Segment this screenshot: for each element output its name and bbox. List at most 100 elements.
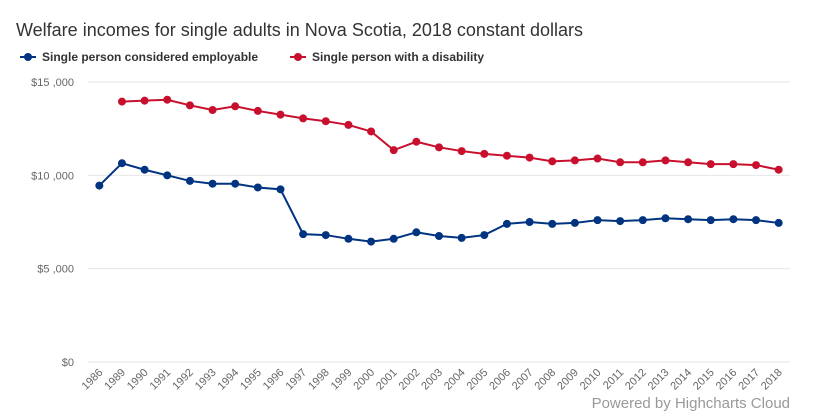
y-tick-label: $15 ,000 xyxy=(31,77,74,89)
data-point[interactable] xyxy=(185,176,194,185)
x-tick-label: 1990 xyxy=(125,367,151,393)
data-point[interactable] xyxy=(367,237,376,246)
data-point[interactable] xyxy=(502,151,511,160)
data-point[interactable] xyxy=(638,158,647,167)
chart-title: Welfare incomes for single adults in Nov… xyxy=(16,20,583,40)
data-point[interactable] xyxy=(140,165,149,174)
y-tick-label: $0 xyxy=(62,357,74,369)
y-tick-label: $10 ,000 xyxy=(31,170,74,182)
data-point[interactable] xyxy=(570,218,579,227)
data-point[interactable] xyxy=(117,97,126,106)
x-tick-label: 1996 xyxy=(261,367,287,393)
data-point[interactable] xyxy=(299,114,308,123)
x-tick-label: 1999 xyxy=(329,367,355,393)
x-axis: 1986198919901991199219931994199519961997… xyxy=(80,367,785,393)
x-tick-label: 1989 xyxy=(102,367,128,393)
data-point[interactable] xyxy=(729,215,738,224)
x-tick-label: 2000 xyxy=(351,367,377,393)
data-point[interactable] xyxy=(344,234,353,243)
data-point[interactable] xyxy=(389,234,398,243)
x-tick-label: 2012 xyxy=(623,367,649,393)
data-point[interactable] xyxy=(525,218,534,226)
data-point[interactable] xyxy=(752,216,761,225)
data-point[interactable] xyxy=(774,218,783,227)
data-point[interactable] xyxy=(231,102,240,111)
data-point[interactable] xyxy=(117,159,126,168)
data-point[interactable] xyxy=(661,214,670,223)
data-point[interactable] xyxy=(231,179,240,188)
x-tick-label: 1993 xyxy=(193,367,219,393)
data-point[interactable] xyxy=(344,120,353,129)
data-point[interactable] xyxy=(593,216,602,225)
series-group xyxy=(95,95,783,246)
data-point[interactable] xyxy=(480,149,489,158)
x-tick-label: 1997 xyxy=(283,367,309,393)
data-point[interactable] xyxy=(412,228,421,237)
data-point[interactable] xyxy=(548,157,557,166)
data-point[interactable] xyxy=(253,183,262,192)
data-point[interactable] xyxy=(684,215,693,224)
data-point[interactable] xyxy=(616,158,625,167)
legend-label: Single person with a disability xyxy=(312,50,484,64)
y-axis: $0 $5 ,000 $10 ,000 $15 ,000 xyxy=(31,77,74,369)
data-point[interactable] xyxy=(321,117,330,126)
data-point[interactable] xyxy=(661,156,670,165)
data-point[interactable] xyxy=(752,161,761,170)
x-tick-label: 2016 xyxy=(714,367,740,393)
series-line[interactable] xyxy=(121,98,779,171)
data-point[interactable] xyxy=(638,216,647,225)
data-point[interactable] xyxy=(525,153,534,162)
data-point[interactable] xyxy=(435,143,443,152)
data-point[interactable] xyxy=(321,231,330,240)
data-point[interactable] xyxy=(276,110,285,119)
data-point[interactable] xyxy=(706,160,715,169)
data-point[interactable] xyxy=(457,233,466,242)
data-point[interactable] xyxy=(412,137,421,146)
x-tick-label: 2001 xyxy=(374,367,400,393)
x-tick-label: 1994 xyxy=(216,367,242,393)
x-tick-label: 1995 xyxy=(238,367,264,393)
data-point[interactable] xyxy=(208,106,217,114)
data-point[interactable] xyxy=(253,106,262,115)
data-point[interactable] xyxy=(208,179,217,188)
x-tick-label: 2007 xyxy=(510,367,536,393)
data-point[interactable] xyxy=(729,160,738,169)
data-point[interactable] xyxy=(502,219,511,228)
data-point[interactable] xyxy=(593,154,602,163)
credits[interactable]: Powered by Highcharts Cloud xyxy=(592,395,790,412)
series-1[interactable] xyxy=(95,159,783,246)
x-tick-label: 2005 xyxy=(465,367,491,393)
legend-item-2[interactable]: Single person with a disability xyxy=(290,50,484,64)
data-point[interactable] xyxy=(367,127,376,136)
data-point[interactable] xyxy=(389,146,398,155)
data-point[interactable] xyxy=(480,231,489,240)
legend-item-1[interactable]: Single person considered employable xyxy=(20,50,258,64)
data-point[interactable] xyxy=(435,232,443,240)
data-point[interactable] xyxy=(140,96,149,105)
legend: Single person considered employable Singl… xyxy=(20,50,484,64)
data-point[interactable] xyxy=(684,158,693,167)
data-point[interactable] xyxy=(706,216,715,225)
data-point[interactable] xyxy=(457,147,466,156)
data-point[interactable] xyxy=(570,156,579,165)
data-point[interactable] xyxy=(616,217,625,226)
x-tick-label: 2004 xyxy=(442,367,468,393)
data-point[interactable] xyxy=(548,219,557,228)
x-tick-label: 1986 xyxy=(80,367,106,393)
data-point[interactable] xyxy=(276,185,285,194)
x-tick-label: 1998 xyxy=(306,367,332,393)
data-point[interactable] xyxy=(163,95,172,104)
data-point[interactable] xyxy=(163,171,172,180)
x-tick-label: 2013 xyxy=(646,367,672,393)
data-point[interactable] xyxy=(774,165,783,174)
x-tick-label: 2015 xyxy=(691,367,717,393)
data-point[interactable] xyxy=(299,230,308,239)
data-point[interactable] xyxy=(95,181,104,190)
x-tick-label: 2002 xyxy=(397,367,423,393)
legend-marker xyxy=(24,53,32,61)
y-tick-label: $5 ,000 xyxy=(37,264,74,276)
data-point[interactable] xyxy=(185,101,194,110)
series-2[interactable] xyxy=(117,95,783,174)
legend-label: Single person considered employable xyxy=(42,50,258,64)
